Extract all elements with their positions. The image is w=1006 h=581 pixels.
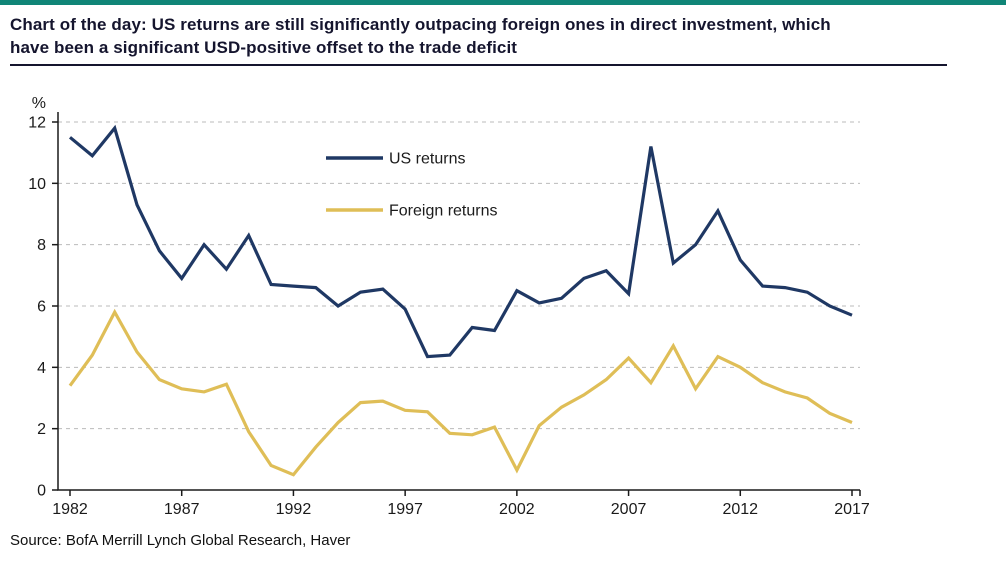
x-tick-label: 1987 bbox=[164, 501, 200, 518]
x-tick-label: 1997 bbox=[387, 501, 423, 518]
line-chart: 0 2 4 6 8 10 12% 1982 1987 1992 1997 2002 2007 2012 20… bbox=[28, 95, 870, 518]
y-tick-label: 8 bbox=[37, 237, 46, 254]
x-tick-label: 2012 bbox=[722, 501, 758, 518]
page-title: Chart of the day: US returns are still s… bbox=[0, 5, 1006, 62]
title-divider bbox=[10, 64, 947, 66]
page-title-line-2: have been a significant USD-positive off… bbox=[10, 38, 518, 57]
y-tick-label: 12 bbox=[28, 115, 46, 132]
legend-label-foreign-returns: Foreign returns bbox=[389, 203, 498, 220]
x-tick-label: 2002 bbox=[499, 501, 535, 518]
y-tick-label: 4 bbox=[37, 360, 46, 377]
legend-label-us-returns: US returns bbox=[389, 151, 465, 168]
top-accent-bar bbox=[0, 0, 1006, 5]
y-tick-label: 10 bbox=[28, 176, 46, 193]
y-tick-label: 2 bbox=[37, 421, 46, 438]
x-tick-label: 2017 bbox=[834, 501, 870, 518]
x-tick-label: 1992 bbox=[276, 501, 312, 518]
x-tick-label: 1982 bbox=[52, 501, 88, 518]
y-axis-unit-label: % bbox=[32, 95, 46, 112]
y-tick-label: 0 bbox=[37, 483, 46, 500]
x-tick-label: 2007 bbox=[611, 501, 647, 518]
y-tick-label: 6 bbox=[37, 299, 46, 316]
us-returns-line bbox=[68, 124, 853, 359]
page-title-line-1: Chart of the day: US returns are still s… bbox=[10, 15, 831, 34]
source-text: Source: BofA Merrill Lynch Global Resear… bbox=[10, 532, 351, 549]
foreign-returns-line bbox=[68, 308, 853, 477]
